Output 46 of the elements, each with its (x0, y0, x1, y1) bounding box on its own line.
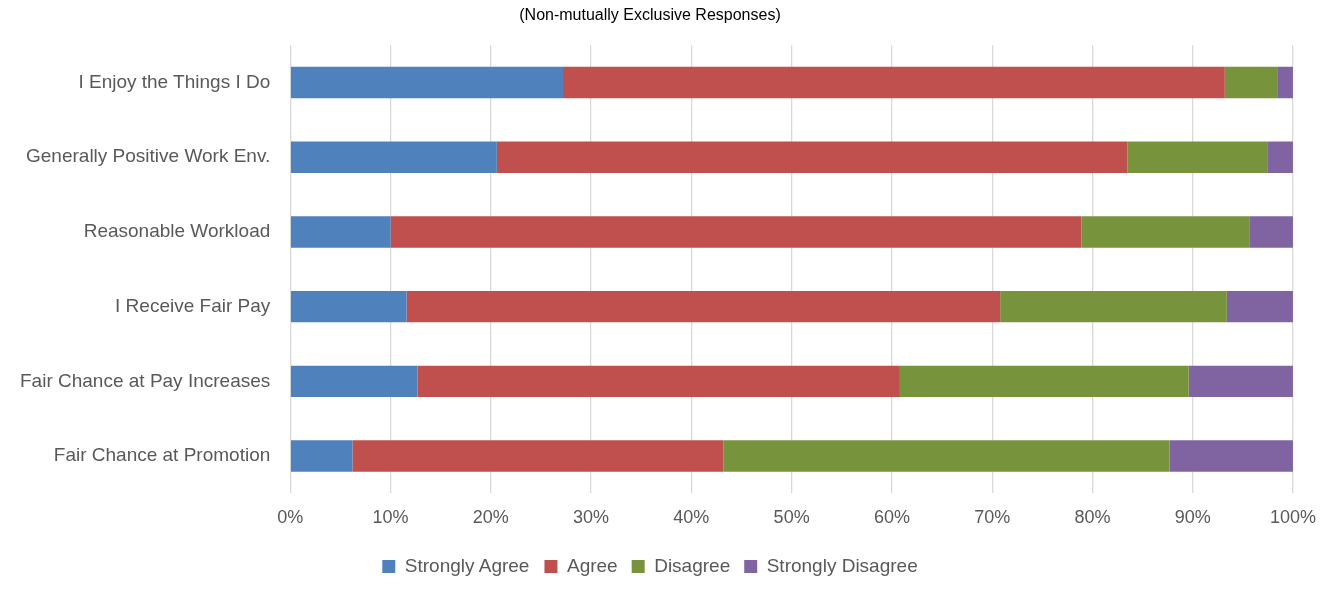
y-tick-label: Fair Chance at Pay Increases (19, 369, 271, 391)
bar (1127, 141, 1268, 173)
x-tick-label: 30% (573, 507, 610, 528)
bar (352, 440, 724, 472)
x-tick-label: 0% (277, 507, 304, 528)
y-tick-label: Reasonable Workload (83, 220, 271, 242)
legend-label: Strongly Agree (404, 554, 530, 576)
x-tick-label: 70% (974, 507, 1011, 528)
bar (1169, 440, 1293, 472)
bar (563, 66, 1225, 99)
x-tick-label: 80% (1074, 507, 1111, 528)
x-tick-label: 100% (1269, 507, 1316, 528)
x-tick-label: 10% (372, 507, 409, 528)
bar (290, 141, 497, 173)
bar (1188, 365, 1293, 398)
bar (1224, 66, 1278, 99)
legend-label: Strongly Disagree (766, 554, 918, 576)
x-tick-label: 90% (1174, 507, 1211, 528)
bar (417, 365, 900, 398)
bar (496, 141, 1128, 173)
bar (1277, 66, 1293, 99)
bar (290, 365, 418, 398)
y-tick-label: I Receive Fair Pay (115, 294, 271, 316)
x-tick-label: 50% (773, 507, 810, 528)
bar (406, 290, 1001, 323)
legend-label: Disagree (654, 554, 731, 576)
bar (899, 365, 1189, 398)
bar (1267, 141, 1293, 173)
bar (1081, 216, 1250, 248)
chart-title: (Non-mutually Exclusive Responses) (519, 6, 781, 24)
y-tick-label: Fair Chance at Promotion (53, 444, 271, 466)
x-tick-label: 60% (873, 507, 910, 528)
bar (290, 66, 564, 99)
y-tick-label: I Enjoy the Things I Do (78, 70, 271, 92)
bar (1249, 216, 1293, 248)
legend-label: Agree (566, 554, 618, 576)
x-tick-label: 20% (472, 507, 509, 528)
x-tick-label: 40% (673, 507, 710, 528)
bar (390, 216, 1082, 248)
bar (1226, 290, 1293, 323)
bar (290, 440, 353, 472)
bar (290, 290, 407, 323)
y-tick-label: Generally Positive Work Env. (26, 145, 271, 167)
bar (723, 440, 1170, 472)
bar (1000, 290, 1227, 323)
bar (290, 216, 391, 248)
